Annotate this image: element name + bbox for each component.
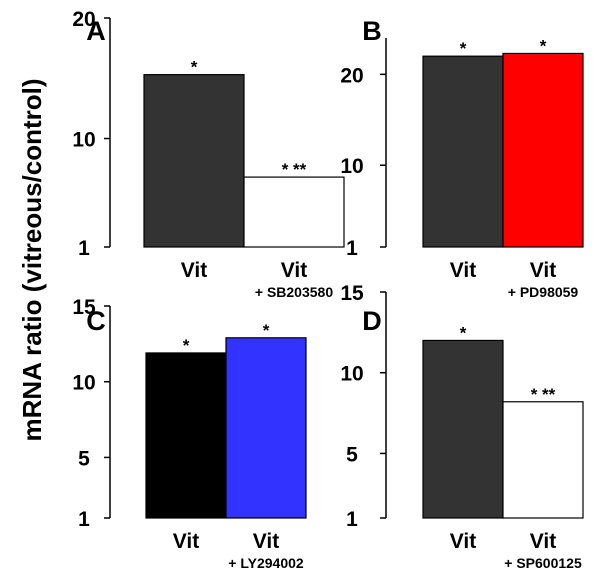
y-tick-label: 5 [78,447,90,470]
x-category-label: Vit [253,530,279,553]
y-tick-label: 5 [346,443,358,466]
x-category-label: Vit [450,530,476,553]
y-tick-label: 15 [72,296,96,319]
x-category-note: + SP600125 [504,555,582,570]
y-tick-label: 10 [340,363,363,386]
x-category-label: Vit [530,259,556,282]
panel-b: 1 10 20 B * Vit * Vit + PD98059 [340,16,584,300]
bar [422,339,504,519]
y-axis-title: mRNA ratio (vitreous/control) [17,78,47,441]
panel-label: A [86,16,106,46]
bar-significance-label: * ** [531,385,556,404]
bar [243,176,345,248]
x-category-note: + LY294002 [228,555,304,570]
x-category-note: + PD98059 [508,284,579,300]
y-tick-label: 10 [72,372,95,395]
panel-label: B [362,16,382,46]
panel-label: D [362,306,382,336]
bar-significance-label: * [460,323,467,342]
x-category-label: Vit [450,259,476,282]
bar-significance-label: * ** [282,160,307,179]
bar-significance-label: * [460,39,467,58]
y-tick-label: 1 [346,508,358,531]
y-tick-label: 10 [72,129,95,152]
bar [422,55,504,248]
y-tick-label: 10 [340,155,363,178]
x-category-label: Vit [530,530,556,553]
y-tick-label: 1 [78,508,90,531]
y-tick-label: 1 [346,237,358,260]
y-tick-label: 1 [78,237,90,260]
x-category-label: Vit [173,530,199,553]
bar-significance-label: * [191,58,198,77]
bar [145,352,227,519]
bar [502,401,584,519]
panel-label: C [86,306,106,336]
y-tick-label: 20 [340,64,363,87]
bar-significance-label: * [183,336,190,355]
x-category-label: Vit [281,259,307,282]
bar [502,52,584,248]
x-category-note: + SB203580 [255,284,333,300]
bar [225,337,307,519]
panel-a: 1 10 20A * Vit * ** Vit + SB203580 [72,8,345,300]
bar-significance-label: * [540,36,547,55]
x-category-label: Vit [181,259,207,282]
bar [143,74,245,248]
bar-significance-label: * [263,321,270,340]
y-tick-label: 15 [340,282,364,305]
y-tick-label: 20 [72,8,95,31]
